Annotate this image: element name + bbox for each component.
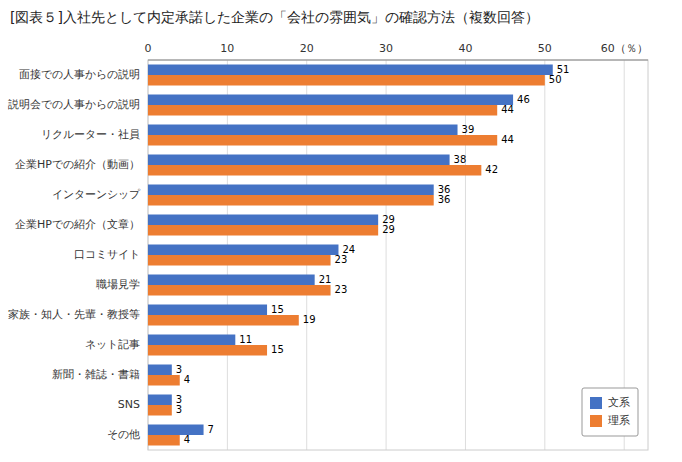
bars	[148, 65, 553, 446]
legend-swatch	[590, 397, 602, 409]
category-label: SNS	[118, 398, 140, 411]
data-label: 3	[176, 394, 182, 405]
data-label: 29	[382, 224, 395, 235]
bar	[148, 315, 299, 326]
bar	[148, 365, 172, 376]
category-label: 面接での人事からの説明	[19, 68, 140, 81]
legend-swatch	[590, 415, 602, 427]
bar	[148, 335, 235, 346]
category-label: 口コミサイト	[74, 248, 140, 261]
data-label: 15	[271, 304, 284, 315]
bar	[148, 185, 434, 196]
legend: 文系理系	[582, 388, 638, 436]
bar	[148, 395, 172, 406]
data-label: 36	[438, 194, 451, 205]
data-label: 23	[335, 254, 348, 265]
data-label: 42	[485, 164, 498, 175]
bar	[148, 255, 331, 266]
x-tick-label: 60（％）	[601, 42, 648, 55]
bar	[148, 425, 204, 436]
category-label: 家族・知人・先輩・教授等	[8, 308, 140, 321]
background	[0, 0, 682, 462]
bar	[148, 375, 180, 386]
bar	[148, 245, 338, 256]
bar	[148, 345, 267, 356]
bar	[148, 75, 545, 86]
data-label: 29	[382, 214, 395, 225]
data-label: 11	[239, 334, 252, 345]
data-label: 24	[342, 244, 355, 255]
bar	[148, 195, 434, 206]
data-label: 36	[438, 184, 451, 195]
bar	[148, 225, 378, 236]
data-label: 4	[184, 434, 190, 445]
x-tick-label: 40	[458, 42, 472, 55]
data-label: 39	[462, 124, 475, 135]
bar	[148, 275, 315, 286]
bar	[148, 405, 172, 416]
legend-label: 文系	[608, 396, 630, 409]
grid	[148, 60, 624, 450]
data-label: 3	[176, 364, 182, 375]
bar	[148, 285, 331, 296]
data-label: 15	[271, 344, 284, 355]
data-label: 4	[184, 374, 190, 385]
grid-line	[386, 60, 387, 450]
category-label: 説明会での人事からの説明	[8, 98, 140, 111]
x-tick-labels: 0 10 20 30 40 50 60（％）	[145, 42, 648, 55]
grid-line	[465, 60, 466, 450]
chart: [図表５]入社先として内定承諾した企業の「会社の雰囲気」の確認方法（複数回答） 面…	[0, 0, 682, 462]
bar	[148, 125, 458, 136]
title: [図表５]入社先として内定承諾した企業の「会社の雰囲気」の確認方法（複数回答）	[10, 9, 539, 25]
x-tick-label: 50	[538, 42, 552, 55]
category-label: インターンシップ	[52, 188, 141, 201]
data-label: 3	[176, 404, 182, 415]
bar	[148, 135, 497, 146]
bar	[148, 305, 267, 316]
data-label: 19	[303, 314, 316, 325]
category-label: リクルーター・社員	[41, 128, 140, 141]
category-label: その他	[107, 428, 140, 441]
x-tick-label: 0	[145, 42, 152, 55]
category-label: 職場見学	[96, 278, 140, 291]
data-label: 7	[208, 424, 214, 435]
grid-line	[544, 60, 545, 450]
data-labels: 5146393836292421151133750444442362923231…	[176, 64, 570, 446]
bar	[148, 435, 180, 446]
bar	[148, 155, 450, 166]
category-label: ネット記事	[85, 338, 140, 351]
legend-frame	[582, 388, 638, 436]
data-label: 21	[319, 274, 332, 285]
data-label: 51	[557, 64, 570, 75]
data-label: 44	[501, 104, 514, 115]
data-label: 23	[335, 284, 348, 295]
bar	[148, 215, 378, 226]
x-tick-label: 30	[379, 42, 393, 55]
data-label: 50	[549, 74, 562, 85]
category-label: 企業HPでの紹介（動画）	[15, 158, 140, 171]
bar	[148, 165, 481, 176]
data-label: 38	[454, 154, 467, 165]
plot-frame	[148, 60, 648, 450]
data-label: 44	[501, 134, 514, 145]
bar	[148, 95, 513, 106]
category-label: 企業HPでの紹介（文章）	[15, 218, 140, 231]
category-labels: 面接での人事からの説明説明会での人事からの説明リクルーター・社員企業HPでの紹介…	[8, 68, 141, 441]
category-label: 新聞・雑誌・書籍	[52, 368, 140, 381]
data-label: 46	[517, 94, 530, 105]
x-tick-label: 20	[300, 42, 314, 55]
x-axis-line	[148, 60, 648, 61]
bar	[148, 105, 497, 116]
legend-label: 理系	[608, 414, 630, 427]
bar	[148, 65, 553, 76]
x-tick-label: 10	[220, 42, 234, 55]
